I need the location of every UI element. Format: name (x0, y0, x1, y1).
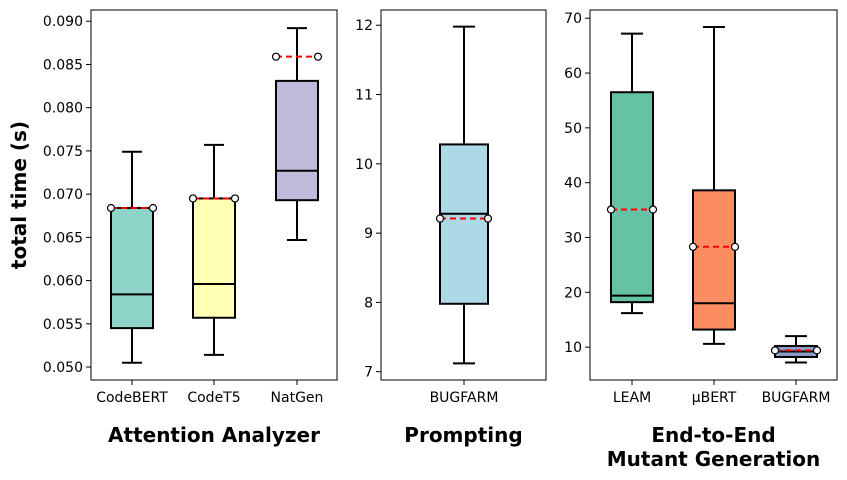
mean-marker (483, 214, 493, 223)
x-tick-label: CodeT5 (187, 390, 240, 406)
mean-marker (313, 52, 323, 61)
x-tick-label: NatGen (271, 390, 324, 406)
mean-marker (606, 205, 616, 214)
x-tick-label: BUGFARM (430, 390, 499, 406)
axes-frame (90, 9, 338, 381)
iqr-box (110, 206, 154, 330)
y-tick-label: 0.075 (43, 144, 83, 160)
y-tick-label: 10 (355, 157, 373, 173)
y-tick-label: 0.065 (43, 230, 83, 246)
y-tick-label: 0.070 (43, 187, 83, 203)
iqr-box (275, 79, 319, 202)
y-tick-label: 8 (364, 295, 373, 311)
mean-marker (271, 52, 281, 61)
iqr-box (692, 189, 736, 331)
x-tick-label: μBERT (692, 390, 737, 406)
y-tick-label: 0.060 (43, 274, 83, 290)
mean-marker (188, 194, 198, 203)
section-title: Attention Analyzer (108, 423, 320, 447)
panel-2: 7 8 9 10 11 12 BUGFARM Prompting (355, 9, 547, 447)
y-tick-label: 0.085 (43, 57, 83, 73)
mean-marker (148, 203, 158, 213)
section-title: End-to-End (651, 423, 775, 447)
y-tick-label: 0.080 (43, 101, 83, 117)
y-tick-label: 11 (355, 88, 373, 104)
y-tick-label: 60 (564, 66, 582, 82)
section-title: Mutant Generation (607, 447, 821, 471)
iqr-box (610, 91, 654, 304)
x-tick-label: BUGFARM (762, 390, 831, 406)
y-tick-label: 40 (564, 176, 582, 192)
panel-3: 10 20 30 40 50 60 70 LEAM μBERT BUGFARM End-to-End… (564, 9, 838, 471)
x-tick-label: LEAM (613, 390, 651, 406)
y-tick-label: 0.055 (43, 317, 83, 333)
box-codebert (106, 150, 158, 364)
mean-marker (730, 242, 740, 251)
y-tick-label: 20 (564, 285, 582, 301)
y-tick-label: 70 (564, 11, 582, 27)
mean-marker (106, 203, 116, 213)
mean-marker (688, 242, 698, 251)
mean-marker (648, 205, 658, 214)
box-natgen (271, 27, 323, 241)
box-leam (606, 32, 658, 315)
x-tick-label: CodeBERT (96, 390, 168, 406)
mean-marker (435, 214, 445, 223)
y-tick-label: 50 (564, 121, 582, 137)
y-axis-label: total time (s) (7, 121, 31, 269)
y-tick-label: 9 (364, 226, 373, 242)
box--bert (688, 25, 740, 345)
box-bugfarm (770, 335, 822, 364)
axes-frame (589, 9, 838, 381)
box-bugfarm (435, 25, 493, 365)
iqr-box (439, 143, 489, 305)
mean-marker (230, 194, 240, 203)
y-tick-label: 0.090 (43, 14, 83, 30)
iqr-box (192, 197, 236, 319)
y-tick-label: 0.050 (43, 360, 83, 376)
box-codet5 (188, 143, 240, 356)
axes-frame (380, 9, 547, 381)
mean-marker (770, 346, 780, 355)
section-title: Prompting (404, 423, 522, 447)
y-tick-label: 7 (364, 365, 373, 381)
y-tick-label: 30 (564, 230, 582, 246)
mean-marker (812, 346, 822, 355)
y-tick-label: 10 (564, 340, 582, 356)
panel-1: 0.050 0.055 0.060 0.065 0.070 0.075 0.080 0.085… (43, 9, 338, 447)
y-tick-label: 12 (355, 18, 373, 34)
